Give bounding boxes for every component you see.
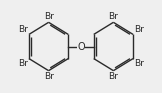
Text: Br: Br <box>18 25 28 34</box>
Text: Br: Br <box>109 12 118 21</box>
Text: O: O <box>77 41 85 52</box>
Text: Br: Br <box>134 25 144 34</box>
Text: Br: Br <box>109 72 118 81</box>
Text: Br: Br <box>134 59 144 68</box>
Text: Br: Br <box>18 59 28 68</box>
Text: Br: Br <box>44 12 53 21</box>
Text: Br: Br <box>44 72 53 81</box>
